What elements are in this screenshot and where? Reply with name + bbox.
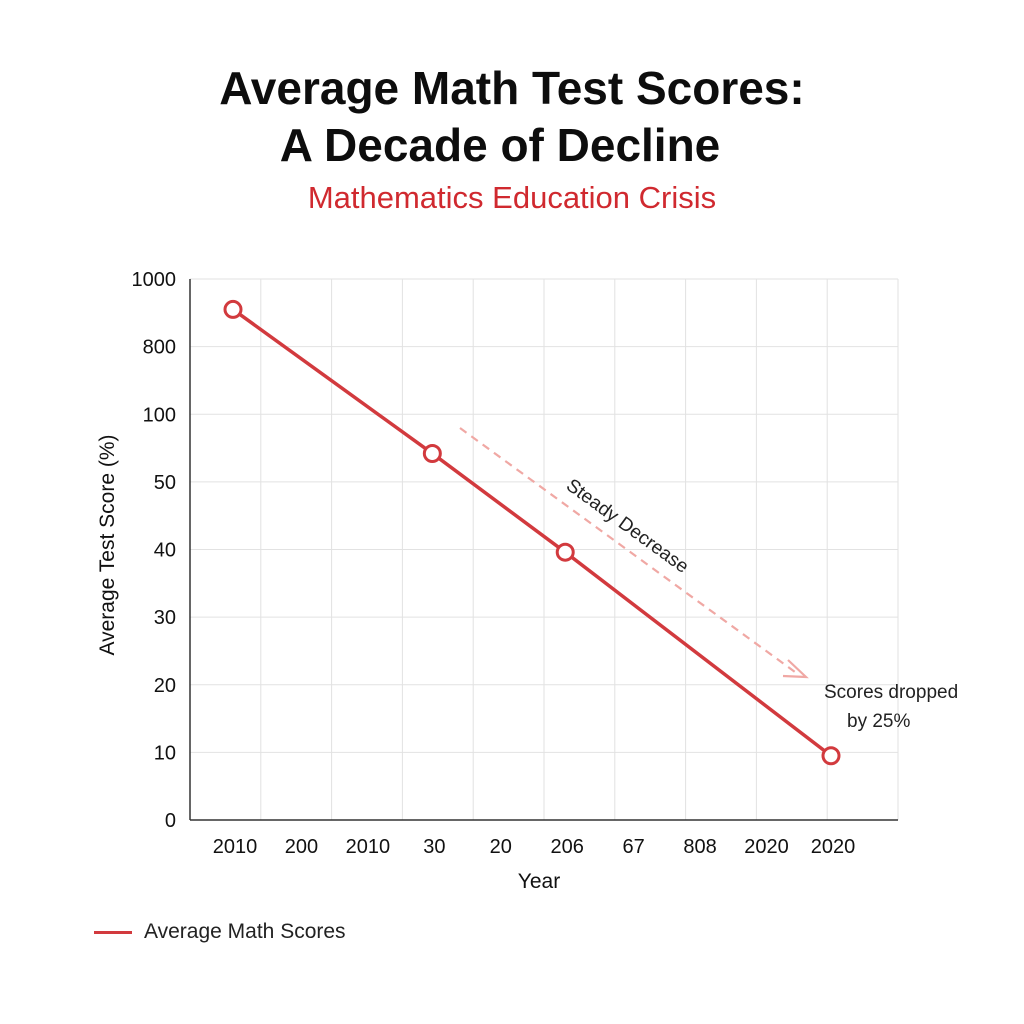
- x-tick-label: 2010: [213, 836, 258, 858]
- chart-title-line-2: A Decade of Decline: [279, 119, 721, 171]
- x-axis-label: Year: [518, 870, 560, 893]
- x-tick-label: 2020: [811, 836, 856, 858]
- x-tick-label: 2010: [346, 836, 391, 858]
- y-tick-label: 1000: [132, 269, 177, 291]
- data-point-marker: [422, 443, 442, 463]
- series-average-math-scores: [223, 299, 841, 766]
- x-tick-labels: 2010 200 2010 30 20 206 67 808 2020 2020: [213, 836, 856, 858]
- y-tick-label: 30: [154, 607, 176, 629]
- y-tick-label: 10: [154, 742, 176, 764]
- series-line: [231, 308, 833, 758]
- annotation-scores-dropped-line-1: Scores dropped: [824, 682, 958, 703]
- legend: Average Math Scores: [94, 920, 346, 944]
- annotations: Steady Decrease Scores dropped by 25%: [562, 475, 958, 732]
- axes: [189, 279, 898, 821]
- y-axis-label: Average Test Score (%): [96, 435, 119, 656]
- legend-swatch: [94, 930, 132, 934]
- x-tick-label: 206: [551, 836, 584, 858]
- y-tick-labels: 0 10 20 30 40 50 100 800 1000: [132, 269, 177, 832]
- x-tick-label: 808: [683, 836, 716, 858]
- trend-arrow: [459, 427, 809, 679]
- x-tick-label: 2020: [744, 836, 789, 858]
- x-tick-label: 67: [623, 836, 645, 858]
- y-tick-label: 40: [154, 540, 176, 562]
- y-tick-label: 800: [143, 337, 176, 359]
- data-point-marker: [223, 299, 243, 319]
- y-tick-label: 20: [154, 675, 176, 697]
- chart-title-line-1: Average Math Test Scores:: [219, 62, 805, 114]
- y-tick-label: 0: [165, 810, 176, 832]
- x-tick-label: 200: [285, 836, 318, 858]
- chart-subtitle: Mathematics Education Crisis: [307, 180, 717, 215]
- y-tick-label: 100: [143, 404, 176, 426]
- y-tick-label: 50: [154, 472, 176, 494]
- trend-arrow-head: [782, 659, 809, 679]
- annotation-scores-dropped-line-2: by 25%: [847, 711, 910, 732]
- legend-label: Average Math Scores: [144, 920, 346, 943]
- annotation-steady-decrease: Steady Decrease: [562, 475, 692, 578]
- data-point-marker: [821, 746, 841, 766]
- grid-lines: [189, 278, 899, 821]
- data-point-marker: [555, 542, 575, 562]
- x-tick-label: 30: [423, 836, 445, 858]
- x-tick-label: 20: [490, 836, 512, 858]
